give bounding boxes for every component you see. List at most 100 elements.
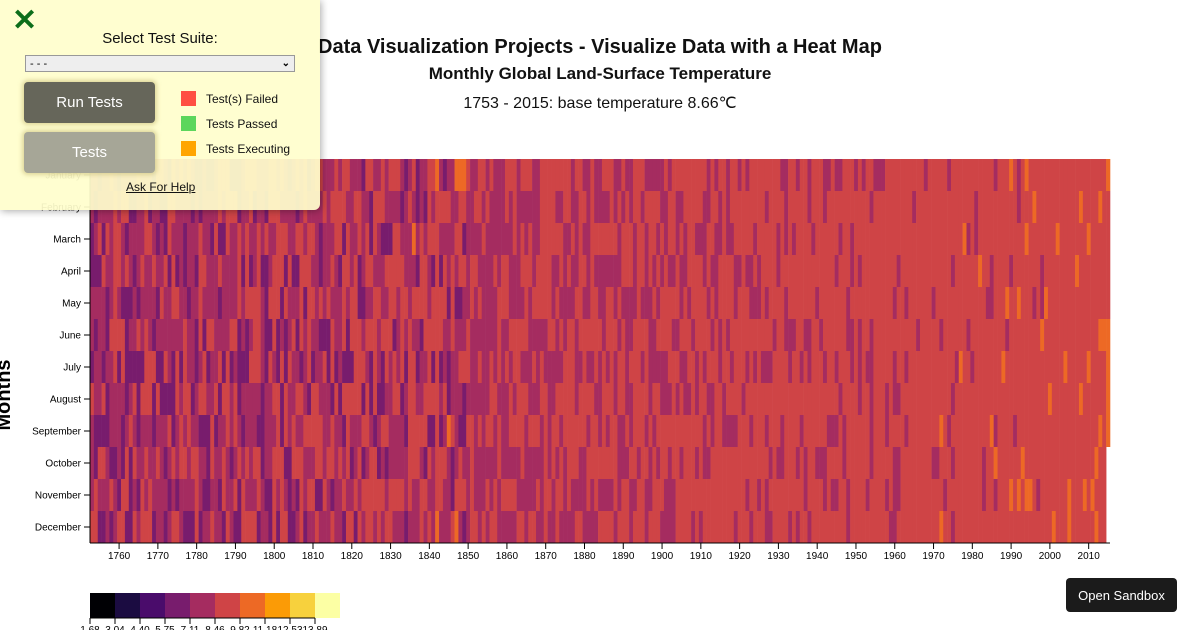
- heatmap-cell: [322, 479, 327, 511]
- heatmap-cell: [943, 223, 948, 255]
- heatmap-cell: [481, 255, 486, 287]
- heatmap-cell: [567, 383, 572, 415]
- heatmap-cell: [741, 191, 746, 223]
- heatmap-cell: [539, 511, 545, 543]
- heatmap-cell: [919, 319, 925, 351]
- heatmap-cell: [702, 287, 707, 319]
- heatmap-cell: [594, 415, 599, 447]
- heatmap-cell: [361, 223, 366, 255]
- tests-button[interactable]: Tests: [24, 132, 155, 173]
- heatmap-cell: [477, 159, 483, 191]
- heatmap-cell: [1090, 383, 1095, 415]
- heatmap-cell: [904, 223, 909, 255]
- heatmap-cell: [307, 319, 312, 351]
- heatmap-cell: [745, 447, 750, 479]
- heatmap-cell: [621, 319, 626, 351]
- heatmap-cell: [326, 415, 331, 447]
- heatmap-cell: [919, 447, 925, 479]
- heatmap-cell: [520, 415, 525, 447]
- heatmap-cell: [183, 479, 188, 511]
- heatmap-cell: [877, 511, 882, 543]
- heatmap-cell: [605, 159, 610, 191]
- heatmap-cell: [854, 479, 859, 511]
- heatmap-cell: [632, 383, 638, 415]
- heatmap-cell: [1075, 383, 1080, 415]
- heatmap-cell: [749, 351, 754, 383]
- close-icon[interactable]: ✕: [12, 4, 38, 37]
- heatmap-cell: [373, 415, 378, 447]
- heatmap-cell: [958, 479, 963, 511]
- heatmap-cell: [237, 479, 242, 511]
- heatmap-cell: [175, 383, 180, 415]
- heatmap-cell: [342, 191, 347, 223]
- heatmap-cell: [823, 255, 828, 287]
- heatmap-cell: [539, 319, 545, 351]
- heatmap-cell: [687, 223, 692, 255]
- heatmap-cell: [729, 447, 735, 479]
- heatmap-cell: [978, 351, 983, 383]
- heatmap-cell: [629, 223, 634, 255]
- heatmap-cell: [276, 383, 281, 415]
- heatmap-cell: [171, 351, 176, 383]
- heatmap-cell: [954, 287, 960, 319]
- heatmap-cell: [392, 319, 397, 351]
- heatmap-cell: [497, 383, 502, 415]
- open-sandbox-button[interactable]: Open Sandbox: [1066, 578, 1177, 612]
- heatmap-cell: [950, 191, 956, 223]
- heatmap-cell: [423, 479, 428, 511]
- heatmap-cell: [1059, 223, 1064, 255]
- heatmap-cell: [419, 383, 424, 415]
- heatmap-cell: [415, 511, 420, 543]
- heatmap-cell: [404, 191, 409, 223]
- heatmap-cell: [958, 351, 963, 383]
- heatmap-cell: [396, 351, 401, 383]
- heatmap-cell: [217, 351, 223, 383]
- x-tick: 1990: [1000, 543, 1023, 562]
- heatmap-cell: [466, 383, 471, 415]
- heatmap-cell: [834, 223, 839, 255]
- heatmap-cell: [295, 351, 300, 383]
- heatmap-cell: [291, 287, 296, 319]
- heatmap-cell: [283, 415, 289, 447]
- heatmap-cell: [861, 351, 866, 383]
- heatmap-cell: [838, 319, 843, 351]
- heatmap-cell: [939, 191, 944, 223]
- heatmap-cell: [652, 447, 657, 479]
- heatmap-cell: [1067, 319, 1072, 351]
- heatmap-cell: [1044, 415, 1049, 447]
- heatmap-cell: [850, 191, 855, 223]
- heatmap-cell: [1098, 319, 1103, 351]
- heatmap-cell: [675, 319, 680, 351]
- test-suite-select[interactable]: - - - ⌄: [25, 55, 295, 72]
- heatmap-cell: [989, 415, 994, 447]
- heatmap-cell: [656, 415, 661, 447]
- heatmap-cell: [966, 351, 971, 383]
- heatmap-cell: [225, 383, 230, 415]
- heatmap-cell: [1090, 255, 1095, 287]
- heatmap-cell: [202, 287, 207, 319]
- heatmap-cell: [815, 159, 820, 191]
- heatmap-cell: [997, 383, 1002, 415]
- heatmap-cell: [167, 351, 172, 383]
- heatmap-cell: [691, 351, 696, 383]
- run-tests-button[interactable]: Run Tests: [24, 82, 155, 123]
- heatmap-cell: [400, 511, 405, 543]
- heatmap-cell: [365, 511, 370, 543]
- ask-for-help-link[interactable]: Ask For Help: [126, 180, 196, 194]
- heatmap-cell: [539, 415, 545, 447]
- chart-description: 1753 - 2015: base temperature 8.66℃: [463, 95, 737, 112]
- heatmap-cell: [695, 383, 700, 415]
- heatmap-cell: [183, 511, 188, 543]
- heatmap-cell: [295, 255, 300, 287]
- heatmap-cell: [353, 319, 358, 351]
- heatmap-cell: [559, 255, 564, 287]
- heatmap-cell: [128, 319, 133, 351]
- heatmap-cell: [671, 415, 676, 447]
- heatmap-cell: [722, 319, 727, 351]
- heatmap-cell: [113, 415, 118, 447]
- heatmap-cell: [815, 479, 820, 511]
- heatmap-cell: [846, 479, 851, 511]
- heatmap-cell: [299, 319, 304, 351]
- heatmap-cell: [582, 287, 587, 319]
- heatmap-cell: [908, 447, 913, 479]
